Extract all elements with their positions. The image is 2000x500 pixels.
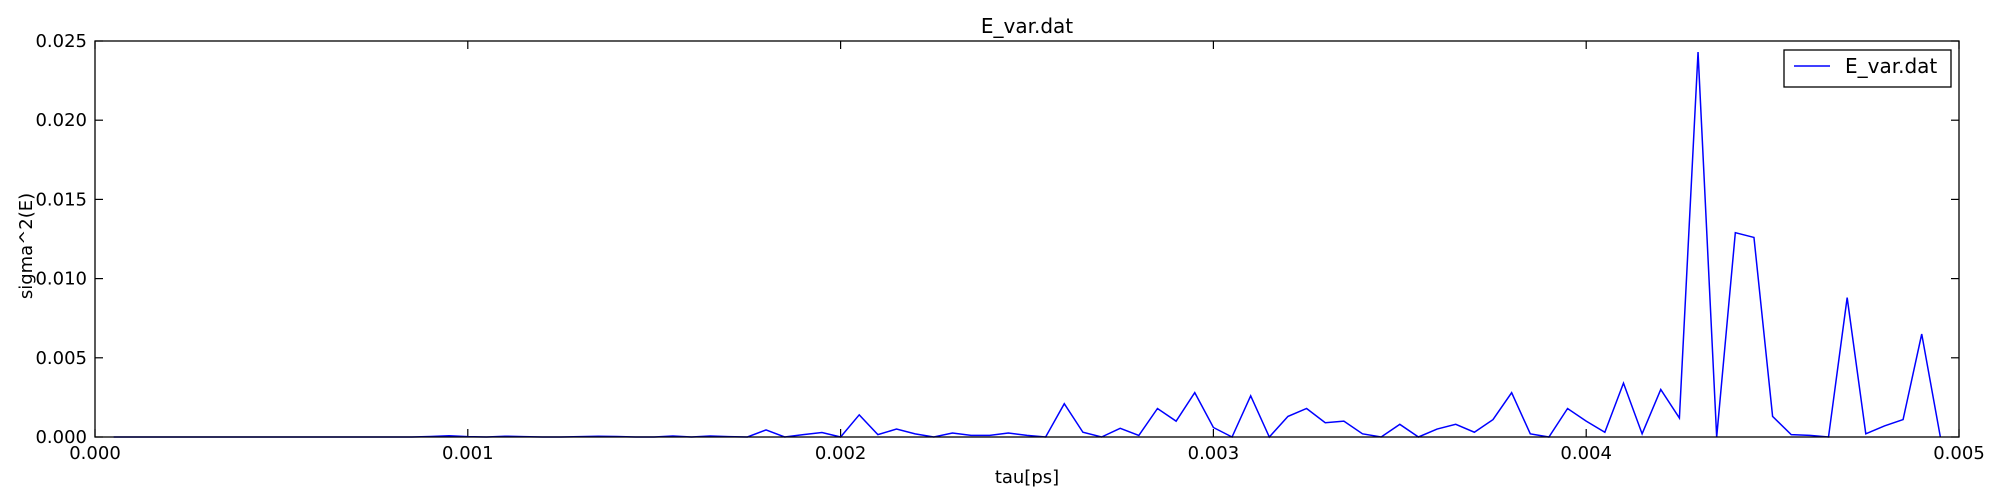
y-axis-label: sigma^2(E) <box>16 193 37 299</box>
y-tick-label: 0.005 <box>35 348 87 369</box>
legend-label: E_var.dat <box>1845 54 1937 78</box>
chart-title: E_var.dat <box>981 14 1073 38</box>
legend: E_var.dat <box>1783 49 1952 88</box>
y-tick-label: 0.015 <box>35 189 87 210</box>
x-ticks: 0.000 0.001 0.002 0.003 0.004 0.005 <box>69 41 1985 464</box>
x-tick-label: 0.004 <box>1560 443 1612 464</box>
legend-box <box>1783 49 1952 88</box>
y-ticks: 0.000 0.005 0.010 0.015 0.020 0.025 <box>35 31 1959 448</box>
x-tick-label: 0.005 <box>1933 443 1985 464</box>
x-tick-label: 0.000 <box>69 443 121 464</box>
y-tick-label: 0.020 <box>35 110 87 131</box>
y-tick-label: 0.000 <box>35 427 87 448</box>
y-tick-label: 0.010 <box>35 269 87 290</box>
y-tick-label: 0.025 <box>35 31 87 52</box>
plot-area <box>113 52 1942 439</box>
series-line <box>113 52 1942 439</box>
x-axis-label: tau[ps] <box>995 467 1059 488</box>
x-tick-label: 0.001 <box>442 443 494 464</box>
plot-frame <box>94 40 1960 438</box>
x-tick-label: 0.002 <box>815 443 867 464</box>
x-tick-label: 0.003 <box>1188 443 1240 464</box>
